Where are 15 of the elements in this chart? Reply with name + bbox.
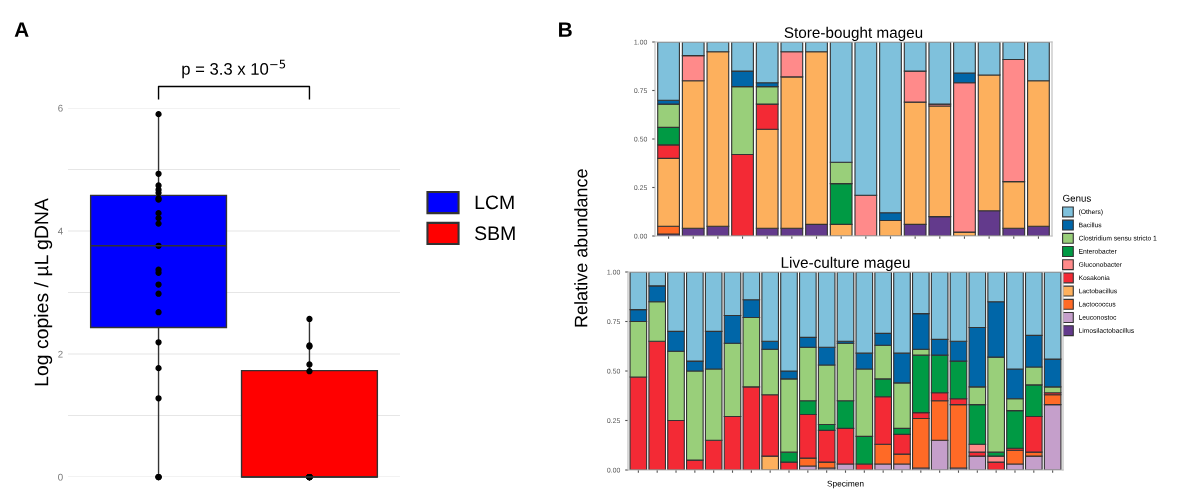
y-tick-label: 6 <box>58 104 63 112</box>
legend-label: SBM <box>475 226 515 241</box>
y-axis-title: Relative abundance <box>574 169 588 327</box>
y-tick-label: 4 <box>57 227 63 235</box>
x-axis-title: Specimen <box>827 480 864 489</box>
y-axis-title: Log copies / µL gDNA <box>34 198 53 386</box>
y-tick-label: 2 <box>58 350 63 358</box>
legend-label: LCM <box>475 195 514 210</box>
legend-title: Genus <box>1063 194 1091 202</box>
chart-title: Store-bought mageu <box>784 26 923 41</box>
text: A <box>14 22 29 37</box>
chart-title: Live-culture mageu <box>781 256 910 271</box>
y-tick-label: 0 <box>58 473 63 481</box>
text: p = 3.3 x 10$^{−5}$ <box>182 59 286 79</box>
text: B <box>559 22 572 37</box>
